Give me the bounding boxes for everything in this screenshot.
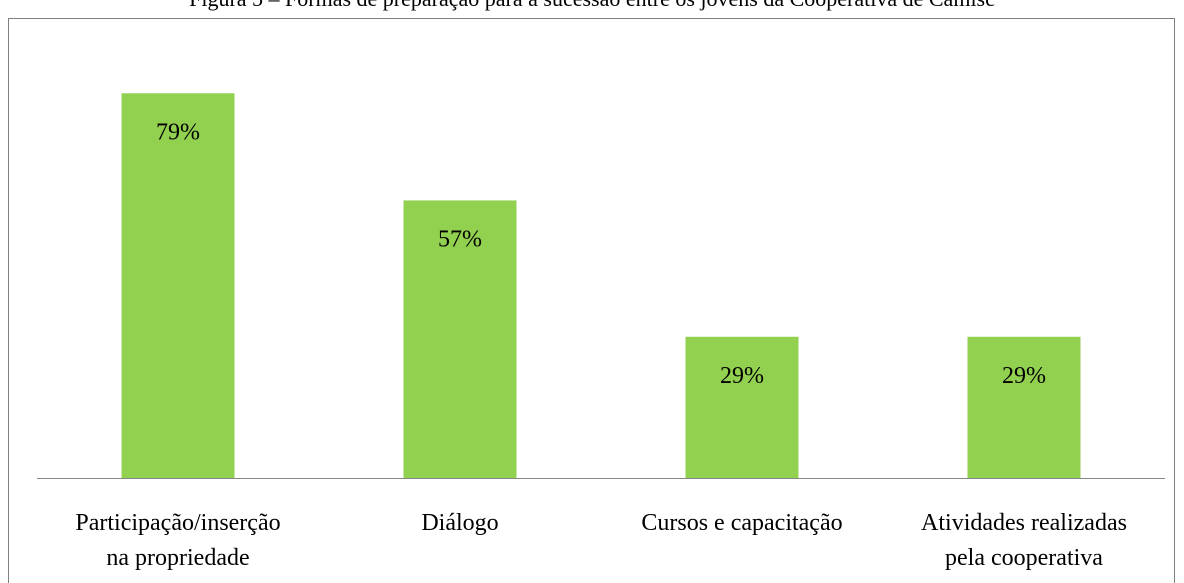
- x-tick-label: Atividades realizadas: [921, 510, 1127, 536]
- bar: [403, 200, 517, 478]
- data-label: 29%: [720, 363, 764, 389]
- x-tick-label: Participação/inserção: [75, 510, 280, 536]
- bar: [121, 93, 235, 479]
- data-label: 79%: [156, 119, 200, 145]
- x-tick-label: Cursos e capacitação: [641, 510, 842, 536]
- bar: [685, 336, 799, 478]
- bar: [967, 336, 1081, 478]
- data-label: 57%: [438, 226, 482, 252]
- chart-title: Figura 5 – Formas de preparação para a s…: [189, 0, 995, 11]
- data-label: 29%: [1002, 363, 1046, 389]
- x-tick-label: Diálogo: [421, 510, 498, 536]
- x-tick-label: na propriedade: [106, 545, 249, 571]
- x-tick-label: pela cooperativa: [945, 545, 1103, 571]
